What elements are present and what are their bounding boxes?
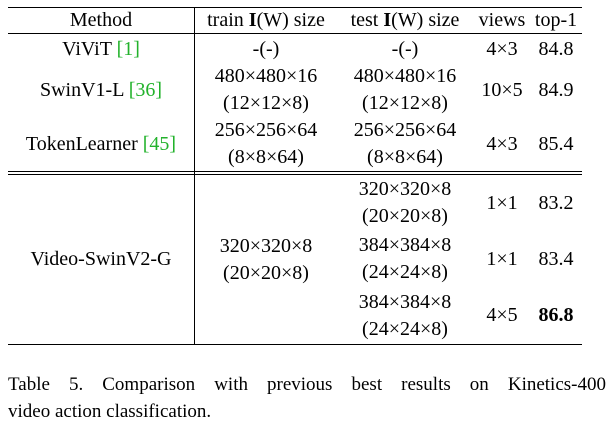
table-row-vivit-method: ViViT [1] [62, 37, 140, 60]
results-table: Method train I(W) size test I(W) size vi… [8, 7, 582, 345]
table-subrow-2-test: 384×384×8 (24×24×8) [358, 234, 452, 283]
header-train-size: train I(W) size [207, 9, 325, 31]
table-row-vivit-top1: 84.8 [538, 37, 574, 60]
table-subrow-2-top1: 83.4 [538, 247, 574, 270]
table-subrow-2-views: 1×1 [486, 247, 518, 270]
table-row-tokenlearner-views: 4×3 [486, 132, 518, 155]
caption-line-1: Table 5. Comparison with previous best r… [8, 374, 606, 395]
header-method: Method [69, 9, 133, 31]
table-caption: Table 5. Comparison with previous best r… [8, 371, 606, 425]
table-group-videoswinv2-method: Video-SwinV2-G [30, 248, 172, 270]
citation-link[interactable]: [45] [142, 132, 177, 155]
table-row-swinv1-top1: 84.9 [538, 78, 574, 101]
table-bottom-rule [8, 344, 582, 345]
table-group-rule-2 [8, 174, 582, 175]
table-row-swinv1-train: 480×480×16 (12×12×8) [214, 65, 318, 114]
table-group-rule-1 [8, 171, 582, 172]
table-row-swinv1-views: 10×5 [481, 78, 523, 101]
header-test-size: test I(W) size [350, 9, 460, 31]
table-row-tokenlearner-train: 256×256×64 (8×8×64) [214, 119, 318, 168]
citation-link[interactable]: [1] [116, 37, 140, 60]
table-subrow-1-top1: 83.2 [538, 191, 574, 214]
table-subrow-1-views: 1×1 [486, 191, 518, 214]
table-column-rule [194, 7, 195, 345]
table-subrow-1-test: 320×320×8 (20×20×8) [358, 178, 452, 227]
table-row-vivit-train: -(-) [252, 37, 280, 60]
citation-link[interactable]: [36] [128, 78, 163, 101]
header-top1: top-1 [534, 9, 578, 31]
table-row-vivit-views: 4×3 [486, 37, 518, 60]
table-subrow-3-test: 384×384×8 (24×24×8) [358, 290, 452, 340]
table-subrow-3-top1-best: 86.8 [538, 304, 574, 326]
table-row-tokenlearner-method: TokenLearner [45] [25, 132, 177, 155]
table-row-vivit-test: -(-) [391, 37, 419, 60]
table-top-rule [8, 7, 582, 8]
table-row-tokenlearner-top1: 85.4 [538, 132, 574, 155]
table-row-swinv1-method: SwinV1-L [36] [39, 78, 163, 101]
table-row-swinv1-test: 480×480×16 (12×12×8) [353, 65, 457, 114]
header-views: views [478, 9, 526, 31]
table-row-tokenlearner-test: 256×256×64 (8×8×64) [353, 119, 457, 168]
table-group-videoswinv2-train: 320×320×8 (20×20×8) [219, 234, 313, 284]
caption-line-2: video action classification. [8, 401, 212, 422]
table-subrow-3-views: 4×5 [486, 304, 518, 326]
table-header-rule [8, 33, 582, 34]
